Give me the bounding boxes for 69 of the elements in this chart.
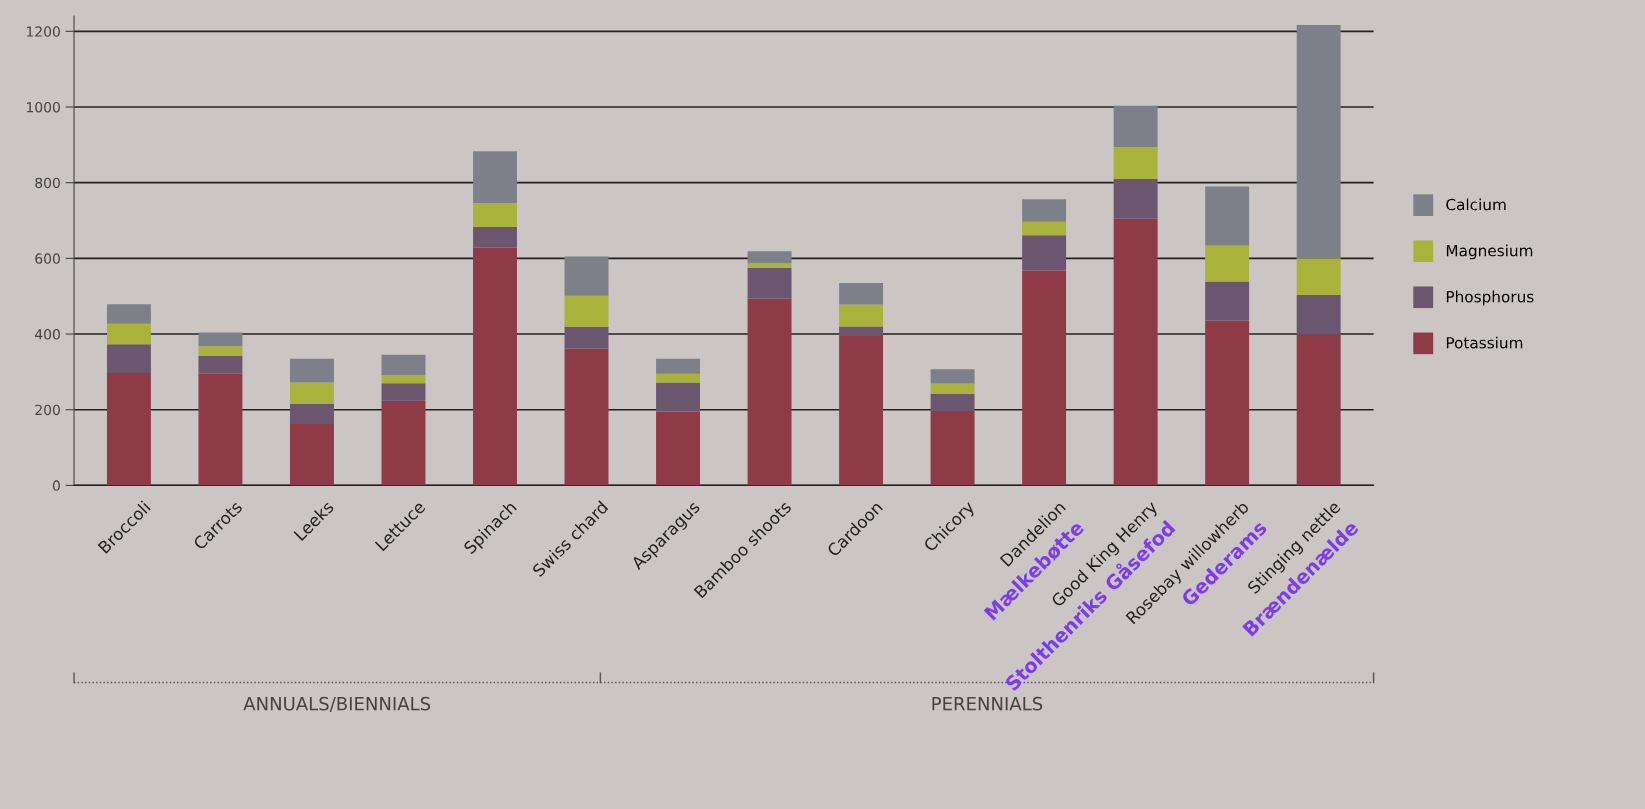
text: ANNUALS/BIENNIALS	[243, 696, 431, 712]
bar	[930, 369, 975, 384]
bar	[564, 326, 609, 349]
bar	[930, 393, 975, 411]
bar	[747, 263, 792, 268]
bar	[473, 226, 517, 248]
legend-label: Potassium	[1446, 336, 1523, 349]
bar	[564, 256, 609, 296]
bar	[198, 373, 243, 486]
bar	[290, 382, 334, 405]
y-tick-label: 1200	[27, 26, 60, 37]
bar	[106, 344, 151, 374]
bar	[1205, 186, 1250, 246]
bar	[656, 382, 701, 412]
bar	[839, 335, 884, 486]
bar	[747, 251, 792, 264]
bar	[564, 348, 609, 486]
bar	[656, 358, 701, 374]
bar	[1022, 270, 1067, 486]
bar	[656, 373, 701, 383]
bar	[1022, 199, 1067, 222]
bar	[381, 400, 426, 486]
bar	[1113, 178, 1158, 219]
bar	[381, 374, 426, 384]
bar	[290, 358, 334, 383]
legend-label: Calcium	[1446, 198, 1506, 211]
y-tick-label: 400	[35, 329, 60, 340]
bar	[839, 326, 884, 336]
bar	[747, 267, 792, 299]
bar	[564, 295, 609, 327]
bar	[1113, 218, 1158, 486]
bar	[290, 424, 334, 486]
y-tick-label: 600	[35, 253, 60, 264]
bar	[656, 411, 701, 486]
bar	[106, 304, 151, 324]
bar	[1205, 320, 1250, 486]
bar	[473, 203, 517, 227]
bar	[381, 354, 426, 375]
bar	[930, 410, 975, 486]
y-tick-label: 1000	[27, 101, 60, 113]
bar	[106, 373, 151, 486]
bar	[1296, 334, 1341, 486]
bar	[747, 298, 792, 486]
bar	[1296, 24, 1341, 259]
bar	[930, 383, 975, 394]
bar	[1296, 258, 1341, 296]
bar	[198, 332, 243, 347]
bar	[290, 404, 334, 425]
bar	[1022, 235, 1067, 271]
bar	[381, 383, 426, 401]
bar	[1296, 295, 1341, 335]
bar	[198, 346, 243, 356]
bar	[198, 355, 243, 374]
y-tick-label: 0	[52, 480, 60, 491]
y-tick-label: 200	[35, 404, 60, 416]
bar	[473, 247, 517, 486]
bar	[839, 304, 884, 327]
bar	[1113, 105, 1158, 148]
bar	[839, 282, 884, 305]
y-tick-label: 800	[35, 177, 60, 189]
legend-label: Magnesium	[1446, 244, 1533, 260]
text: PERENNIALS	[932, 696, 1043, 711]
bar	[1205, 245, 1250, 282]
bar	[1022, 221, 1067, 236]
bar	[1113, 147, 1158, 179]
bar	[473, 151, 517, 204]
bar	[106, 323, 151, 345]
legend-label: Phosphorus	[1446, 290, 1534, 306]
bar	[1205, 281, 1250, 321]
